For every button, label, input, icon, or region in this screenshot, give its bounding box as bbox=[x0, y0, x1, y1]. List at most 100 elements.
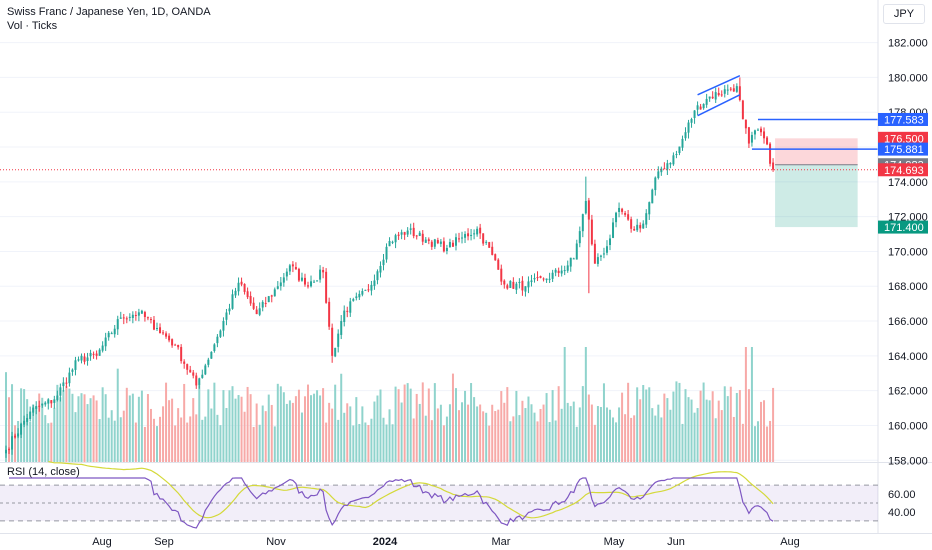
candle-body bbox=[340, 321, 343, 335]
volume-bar bbox=[35, 406, 38, 462]
price-tick-label: 164.000 bbox=[888, 351, 928, 363]
candle-body bbox=[458, 238, 460, 240]
volume-bar bbox=[587, 394, 590, 462]
volume-bar bbox=[518, 415, 521, 462]
volume-bar bbox=[515, 390, 518, 462]
volume-bar bbox=[249, 394, 252, 462]
candle-body bbox=[243, 283, 246, 292]
candle-body bbox=[152, 319, 155, 330]
candle-body bbox=[741, 100, 744, 120]
volume-bar bbox=[424, 415, 427, 462]
candle-body bbox=[491, 246, 494, 255]
volume-bar bbox=[168, 400, 171, 462]
candle-body bbox=[234, 290, 237, 296]
volume-bar bbox=[687, 397, 690, 462]
candle-body bbox=[687, 122, 690, 133]
volume-bar bbox=[756, 421, 759, 462]
rsi-tick-label: 60.00 bbox=[888, 489, 916, 501]
volume-bar bbox=[5, 372, 7, 462]
candle-body bbox=[657, 171, 660, 178]
candle-body bbox=[684, 132, 687, 139]
volume-bar bbox=[195, 414, 198, 462]
volume-bar bbox=[436, 408, 439, 462]
candle-body bbox=[693, 110, 696, 118]
candle-body bbox=[83, 356, 86, 362]
candle-body bbox=[720, 94, 723, 96]
chart-title: Swiss Franc / Japanese Yen, 1D, OANDA bbox=[7, 6, 211, 18]
volume-bar bbox=[763, 400, 766, 462]
candle-body bbox=[518, 281, 521, 283]
volume-bar bbox=[769, 420, 772, 462]
volume-bar bbox=[288, 400, 291, 462]
volume-bar bbox=[285, 403, 288, 462]
candle-body bbox=[451, 242, 454, 247]
candle-body bbox=[50, 400, 53, 404]
candle-body bbox=[521, 280, 524, 291]
volume-bar bbox=[17, 421, 20, 462]
volume-bar bbox=[213, 382, 216, 462]
volume-bar bbox=[678, 382, 681, 462]
drawings[interactable] bbox=[0, 75, 878, 171]
volume-bar bbox=[711, 391, 714, 462]
time-tick-label: Nov bbox=[266, 536, 286, 548]
volume-bar bbox=[334, 384, 337, 462]
volume-bar bbox=[530, 404, 533, 462]
volume-bar bbox=[26, 399, 29, 462]
volume-bar bbox=[427, 388, 430, 462]
volume-bar bbox=[572, 401, 575, 462]
candle-body bbox=[615, 212, 618, 223]
price-tick-label: 182.000 bbox=[888, 38, 928, 50]
price-tick-label: 160.000 bbox=[888, 420, 928, 432]
candle-body bbox=[240, 281, 243, 285]
volume-bar bbox=[494, 411, 497, 462]
price-axis[interactable]: 158.000 160.000 162.000 164.000 166.000 168.0… bbox=[877, 0, 928, 533]
candle-body bbox=[545, 278, 548, 281]
time-tick-label: Aug bbox=[780, 536, 800, 548]
currency-selector[interactable]: JPY bbox=[883, 4, 925, 24]
flag-upper-line bbox=[697, 75, 741, 96]
volume-bar bbox=[491, 404, 494, 462]
rsi-pane[interactable]: 40.00 60.00 bbox=[0, 460, 916, 529]
candle-body bbox=[255, 309, 258, 315]
volume-bar bbox=[554, 420, 557, 462]
candle-body bbox=[328, 301, 331, 327]
candle-body bbox=[406, 230, 409, 235]
volume-bar bbox=[282, 392, 285, 462]
volume-bar bbox=[216, 414, 219, 462]
volume-bar bbox=[228, 390, 231, 462]
volume-bar bbox=[536, 421, 539, 462]
volume-bar bbox=[143, 426, 146, 462]
volume-bar bbox=[322, 388, 325, 462]
volume-bar bbox=[186, 422, 189, 462]
volume-bar bbox=[373, 401, 376, 462]
candle-body bbox=[282, 277, 285, 283]
candle-body bbox=[32, 407, 35, 413]
position-tool[interactable] bbox=[775, 138, 858, 228]
candle-body bbox=[412, 227, 415, 237]
candle-body bbox=[264, 302, 267, 304]
candle-body bbox=[735, 86, 738, 92]
volume-bar bbox=[747, 389, 750, 462]
volume-bars bbox=[5, 347, 775, 462]
candle-body bbox=[403, 232, 406, 235]
volume-bar bbox=[693, 412, 696, 462]
volume-bar bbox=[140, 390, 143, 462]
rsi-legend: RSI (14, close) bbox=[7, 466, 80, 478]
volume-bar bbox=[361, 406, 364, 462]
volume-bar bbox=[146, 394, 149, 462]
candle-body bbox=[276, 286, 279, 289]
candle-body bbox=[162, 332, 165, 334]
candle-body bbox=[476, 228, 479, 235]
time-axis[interactable]: Aug Sep Nov 2024 Mar May Jun Aug bbox=[92, 536, 800, 548]
volume-bar bbox=[681, 423, 684, 462]
candle-body bbox=[331, 327, 334, 356]
volume-bar bbox=[300, 412, 303, 462]
volume-bar bbox=[439, 404, 442, 462]
candle-body bbox=[186, 364, 189, 370]
volume-bar bbox=[8, 397, 11, 462]
volume-bar bbox=[633, 415, 636, 462]
volume-bar bbox=[596, 406, 599, 462]
candle-body bbox=[98, 349, 101, 356]
candle-body bbox=[494, 254, 497, 261]
